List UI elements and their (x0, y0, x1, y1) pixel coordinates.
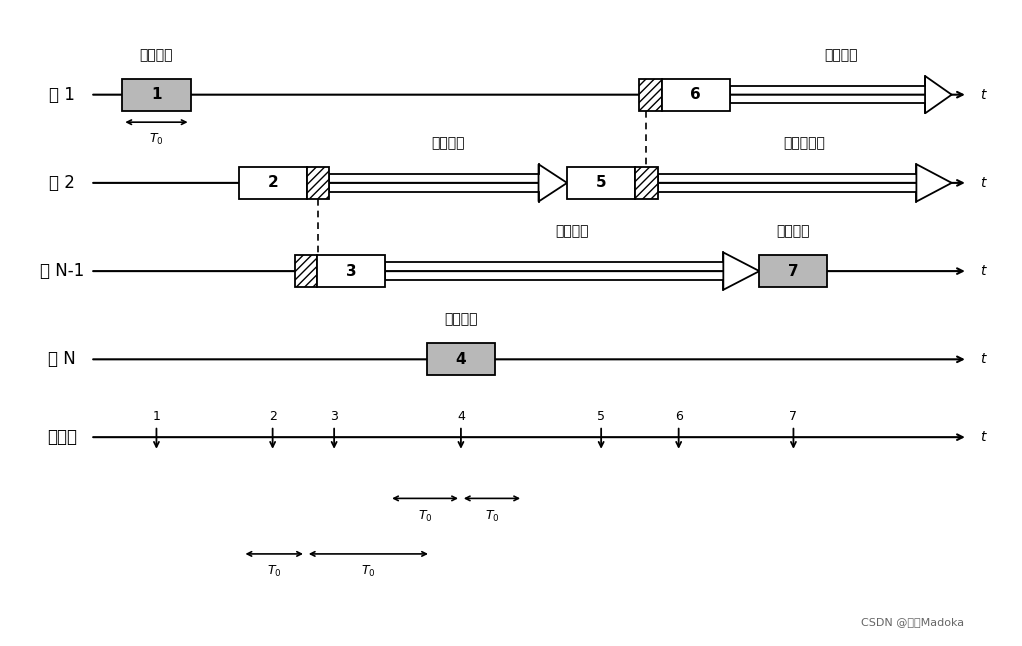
Text: 5: 5 (596, 176, 606, 191)
Text: 1: 1 (152, 410, 160, 422)
Text: 1: 1 (151, 87, 161, 102)
Bar (385, 262, 724, 280)
Text: 站 1: 站 1 (49, 86, 76, 103)
Bar (657, 174, 917, 192)
Text: 站 2: 站 2 (49, 174, 76, 192)
Text: 4: 4 (456, 352, 466, 367)
Bar (238, 167, 307, 199)
Polygon shape (925, 76, 951, 113)
Bar (427, 343, 495, 375)
Polygon shape (724, 253, 759, 290)
Bar (123, 79, 190, 110)
Text: 站 N: 站 N (48, 350, 77, 368)
Bar (639, 79, 661, 110)
Text: 冲突再重发: 冲突再重发 (784, 136, 826, 151)
Text: t: t (980, 88, 985, 101)
Text: t: t (980, 352, 985, 366)
Text: $T_0$: $T_0$ (361, 565, 376, 579)
Text: $T_0$: $T_0$ (418, 509, 432, 524)
Text: $T_0$: $T_0$ (484, 509, 500, 524)
Text: 2: 2 (269, 410, 277, 422)
Text: t: t (980, 176, 985, 190)
Bar (307, 167, 329, 199)
Text: 发送成功: 发送成功 (777, 224, 810, 238)
Bar (759, 255, 828, 287)
Bar (294, 255, 317, 287)
Text: 4: 4 (457, 410, 465, 422)
Text: 发送成功: 发送成功 (140, 48, 173, 62)
Text: 3: 3 (345, 264, 357, 278)
Bar (317, 255, 385, 287)
Bar (636, 167, 657, 199)
Text: 冲突重发: 冲突重发 (824, 48, 857, 62)
Text: 3: 3 (330, 410, 338, 422)
Text: 冲突重发: 冲突重发 (431, 136, 465, 151)
Text: CSDN @小鹿Madoka: CSDN @小鹿Madoka (861, 616, 964, 627)
Text: 站 N-1: 站 N-1 (40, 262, 85, 280)
Bar (329, 174, 539, 192)
Bar (567, 167, 636, 199)
Text: t: t (980, 430, 985, 444)
Text: 5: 5 (597, 410, 605, 422)
Text: 帧到达: 帧到达 (47, 428, 78, 446)
Text: t: t (980, 264, 985, 278)
Text: 7: 7 (789, 410, 797, 422)
Text: 7: 7 (788, 264, 799, 278)
Text: 6: 6 (675, 410, 683, 422)
Text: 发送成功: 发送成功 (445, 313, 477, 327)
Bar (730, 86, 925, 103)
Bar (661, 79, 730, 110)
Polygon shape (917, 164, 951, 202)
Polygon shape (539, 164, 567, 202)
Text: $T_0$: $T_0$ (149, 132, 164, 147)
Text: 2: 2 (268, 176, 278, 191)
Text: $T_0$: $T_0$ (267, 565, 281, 579)
Text: 6: 6 (690, 87, 701, 102)
Text: 冲突重发: 冲突重发 (556, 224, 589, 238)
